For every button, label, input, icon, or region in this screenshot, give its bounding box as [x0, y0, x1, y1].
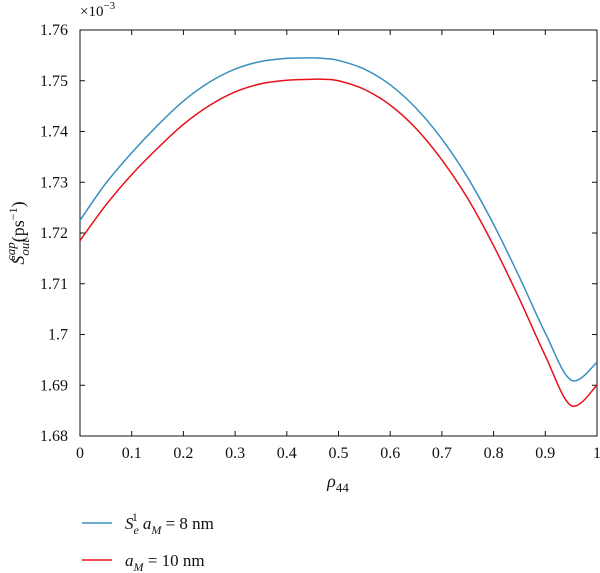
y-tick-label-2: 1.7 — [48, 327, 68, 344]
x-tick-label-0: 0 — [76, 445, 84, 462]
x-tick-label-2: 0.2 — [173, 445, 193, 462]
x-axis-label-main: ρ — [326, 471, 336, 491]
y-tick-labels: 1.68 1.69 1.7 1.71 1.72 1.73 1.74 1.75 1.76 — [40, 22, 68, 445]
x-axis-label: ρ44 — [326, 471, 349, 495]
y-tick-label-6: 1.74 — [40, 124, 68, 141]
x-tick-label-6: 0.6 — [380, 445, 400, 462]
series-line-1 — [79, 57, 598, 382]
y-axis-label: Soutcap(ps−1) — [3, 201, 32, 264]
x-tick-label-3: 0.3 — [225, 445, 245, 462]
legend: Se1 aM = 8 nm aM = 10 nm — [82, 510, 214, 573]
y-axis-label-sup: cap — [3, 242, 18, 261]
series-line-2 — [79, 78, 598, 407]
y-axis-label-unit-sup: −1 — [6, 207, 20, 220]
y-multiplier-exp: −3 — [103, 0, 115, 12]
x-tick-label-7: 0.7 — [432, 445, 452, 462]
y-tick-label-1: 1.69 — [40, 377, 68, 394]
x-tick-labels: 0 0.1 0.2 0.3 0.4 0.5 0.6 0.7 0.8 0.9 1 — [76, 445, 600, 462]
y-tick-label-4: 1.72 — [40, 225, 68, 242]
y-multiplier: ×10−3 — [80, 0, 116, 20]
y-tick-label-0: 1.68 — [40, 428, 68, 445]
y-tick-label-8: 1.76 — [40, 22, 68, 39]
ticks — [79, 29, 598, 437]
y-axis-label-unit-close: ) — [8, 201, 29, 207]
y-tick-label-5: 1.73 — [40, 174, 68, 191]
x-axis-label-sub: 44 — [336, 480, 350, 495]
x-tick-label-5: 0.5 — [329, 445, 349, 462]
series-lines — [79, 57, 598, 407]
y-tick-label-7: 1.75 — [40, 73, 68, 90]
legend-label-series-2: aM = 10 nm — [125, 551, 205, 573]
y-axis-label-unit: (ps — [8, 220, 29, 242]
x-tick-label-8: 0.8 — [484, 445, 504, 462]
x-tick-label-10: 1 — [593, 445, 600, 462]
x-tick-label-9: 0.9 — [535, 445, 555, 462]
y-multiplier-base: ×10 — [80, 4, 103, 20]
y-axis-label-main: S — [8, 256, 28, 265]
x-tick-label-4: 0.4 — [277, 445, 297, 462]
x-tick-label-1: 0.1 — [122, 445, 142, 462]
y-axis-label-sub: out — [17, 239, 32, 256]
y-tick-label-3: 1.71 — [40, 276, 68, 293]
legend-label-series-1: Se1 aM = 8 nm — [125, 510, 214, 537]
plot-frame — [79, 29, 598, 437]
